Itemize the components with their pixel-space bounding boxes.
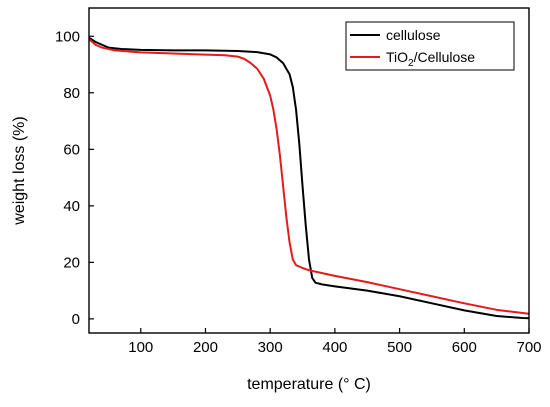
y-tick-label: 100	[55, 28, 80, 45]
x-tick-label: 700	[516, 339, 541, 356]
y-tick-label: 40	[63, 198, 80, 215]
legend-label: cellulose	[386, 27, 441, 43]
y-tick-label: 20	[63, 254, 80, 271]
x-tick-label: 600	[452, 339, 477, 356]
y-tick-label: 60	[63, 141, 80, 158]
plot-area-frame	[88, 7, 530, 334]
x-tick-label: 100	[128, 339, 153, 356]
x-tick-label: 400	[322, 339, 347, 356]
x-tick-label: 500	[387, 339, 412, 356]
x-tick-label: 300	[258, 339, 283, 356]
legend: cellulose TiO2/Cellulose	[345, 21, 515, 71]
y-axis-label: weight loss (%)	[11, 116, 28, 225]
x-tick-label: 200	[193, 339, 218, 356]
legend-label: TiO2/Cellulose	[386, 49, 475, 69]
y-tick-label: 0	[72, 311, 80, 328]
x-axis-label: temperature (° C)	[247, 376, 371, 393]
series-line-cellulose	[88, 36, 530, 320]
series-line-tio2-cellulose	[88, 38, 530, 315]
y-tick-label: 80	[63, 85, 80, 102]
legend-box	[345, 21, 515, 71]
